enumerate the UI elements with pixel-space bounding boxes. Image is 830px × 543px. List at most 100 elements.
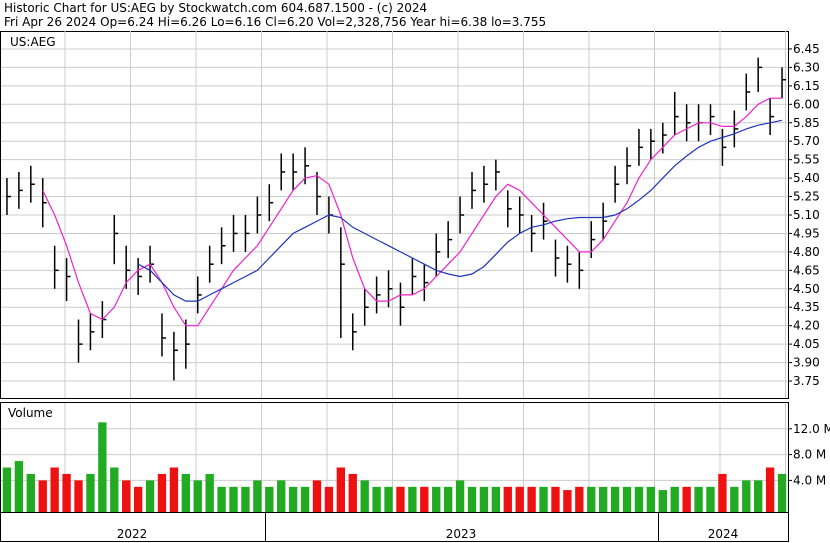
- volume-bar: [432, 486, 441, 512]
- y-tick-label: 4.20: [793, 319, 820, 333]
- y-tick-label: 6.45: [793, 42, 820, 56]
- volume-bar: [145, 480, 155, 512]
- volume-bar: [706, 486, 715, 512]
- y-tick-label: 4.35: [793, 300, 820, 314]
- volume-bar: [336, 467, 346, 512]
- y-tick-label: 5.85: [793, 116, 820, 130]
- volume-bar: [205, 473, 214, 512]
- volume-bar: [408, 486, 417, 512]
- volume-bar: [491, 486, 501, 512]
- volume-bar: [670, 486, 679, 512]
- volume-bar: [193, 480, 202, 512]
- volume-bar: [277, 480, 286, 512]
- volume-bar: [503, 486, 512, 512]
- year-label: 2024: [708, 527, 739, 541]
- volume-bar: [74, 480, 83, 512]
- volume-bar: [288, 486, 298, 512]
- volume-bar: [420, 486, 429, 512]
- volume-bar: [587, 486, 596, 512]
- volume-bar: [372, 486, 381, 512]
- y-tick-label: 6.00: [793, 97, 820, 111]
- y-tick-label: 3.90: [793, 356, 820, 370]
- volume-bar: [169, 467, 179, 512]
- y-tick-label: 4.05: [793, 337, 820, 351]
- volume-bar: [50, 467, 59, 512]
- volume-bar: [563, 490, 572, 512]
- y-tick-label: 4.50: [793, 282, 820, 296]
- volume-bar: [14, 461, 24, 512]
- symbol-label: US:AEG: [10, 35, 56, 49]
- volume-bar: [539, 486, 548, 512]
- volume-bar: [527, 486, 536, 512]
- volume-bar: [467, 486, 477, 512]
- y-tick-label: 3.75: [793, 374, 820, 388]
- chart-title: Historic Chart for US:AEG by Stockwatch.…: [4, 1, 427, 15]
- volume-tick-label: 12.0 M: [793, 422, 830, 436]
- volume-bar: [694, 486, 703, 512]
- date-axis: [0, 512, 789, 542]
- volume-bar: [86, 473, 95, 512]
- year-label: 2023: [446, 527, 477, 541]
- volume-bar: [38, 480, 47, 512]
- volume-bar: [658, 490, 667, 512]
- volume-bar: [777, 473, 787, 512]
- y-tick-label: 5.70: [793, 134, 820, 148]
- volume-bar: [742, 480, 751, 512]
- y-tick-label: 6.15: [793, 79, 820, 93]
- volume-bar: [98, 422, 107, 512]
- volume-bar: [253, 480, 262, 512]
- volume-bar: [312, 480, 322, 512]
- y-tick-label: 4.65: [793, 263, 820, 277]
- volume-bar: [575, 486, 584, 512]
- y-tick-label: 4.95: [793, 226, 820, 240]
- y-tick-label: 5.40: [793, 171, 820, 185]
- moving-average: [137, 119, 783, 302]
- volume-bar: [384, 486, 393, 512]
- y-tick-label: 5.55: [793, 153, 820, 167]
- volume-bar: [217, 486, 226, 512]
- volume-bar: [110, 467, 119, 512]
- y-tick-label: 5.25: [793, 190, 820, 204]
- y-tick-label: 6.30: [793, 60, 820, 74]
- volume-bar: [241, 486, 250, 512]
- volume-bar: [265, 486, 274, 512]
- quote-line: Fri Apr 26 2024 Op=6.24 Hi=6.26 Lo=6.16 …: [4, 15, 546, 29]
- volume-bar: [2, 467, 12, 512]
- volume-bar: [551, 486, 560, 512]
- volume-bar: [479, 486, 489, 512]
- volume-bar: [26, 473, 35, 512]
- volume-bar: [622, 486, 632, 512]
- y-tick-label: 5.10: [793, 208, 820, 222]
- volume-bar: [455, 480, 465, 512]
- volume-bar: [682, 486, 691, 512]
- volume-bar: [610, 486, 620, 512]
- volume-title: Volume: [8, 406, 53, 420]
- volume-bar: [754, 480, 763, 512]
- volume-bar: [765, 467, 775, 512]
- volume-bar: [181, 473, 190, 512]
- volume-bar: [324, 486, 334, 512]
- volume-bar: [229, 486, 238, 512]
- volume-tick-label: 8.0 M: [793, 448, 826, 462]
- volume-tick-label: 4.0 M: [793, 473, 826, 487]
- volume-bar: [133, 486, 143, 512]
- year-label: 2022: [117, 527, 148, 541]
- volume-bar: [515, 486, 524, 512]
- volume-bar: [634, 486, 644, 512]
- volume-bar: [122, 480, 131, 512]
- volume-bar: [300, 486, 310, 512]
- volume-bar: [348, 473, 357, 512]
- volume-bar: [730, 486, 739, 512]
- volume-bar: [157, 473, 167, 512]
- volume-bar: [360, 480, 369, 512]
- y-tick-label: 4.80: [793, 245, 820, 259]
- volume-bar: [599, 486, 608, 512]
- moving-average: [42, 97, 782, 327]
- volume-bar: [718, 473, 727, 512]
- volume-bar: [646, 486, 656, 512]
- volume-bar: [396, 486, 405, 512]
- volume-bar: [62, 473, 71, 512]
- volume-bar: [443, 486, 453, 512]
